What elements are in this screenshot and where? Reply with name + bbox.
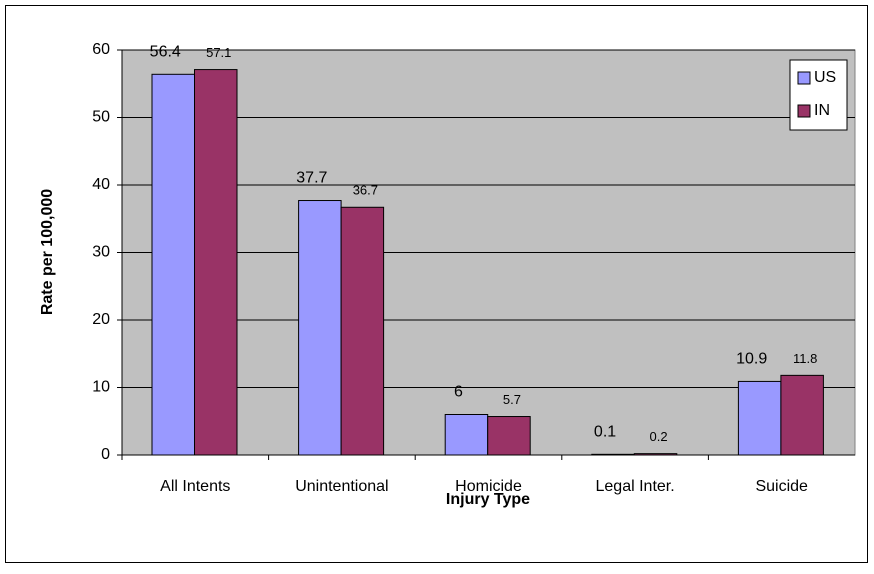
y-tick-label: 20 (92, 311, 110, 328)
bar (487, 416, 531, 456)
data-label: 57.1 (206, 45, 231, 60)
y-tick-label: 40 (92, 176, 110, 193)
bar (633, 453, 678, 456)
y-tick-label: 10 (92, 379, 110, 396)
bar (780, 374, 824, 456)
bar (194, 69, 238, 456)
legend-label: US (814, 69, 836, 86)
y-tick-label: 30 (92, 244, 110, 261)
data-label: 10.9 (736, 351, 767, 368)
bar (298, 200, 342, 456)
y-tick-label: 50 (92, 109, 110, 126)
data-label: 11.8 (793, 351, 817, 366)
x-axis-label: Injury Type (446, 491, 530, 508)
x-tick-label: Legal Inter. (596, 478, 675, 495)
legend-swatch (797, 71, 811, 85)
y-axis-label: Rate per 100,000 (39, 189, 56, 315)
data-label: 37.7 (296, 170, 327, 187)
data-label: 6 (454, 384, 463, 401)
bar (591, 453, 635, 456)
data-label: 0.1 (594, 424, 616, 441)
legend-label: IN (814, 102, 830, 119)
data-label: 0.2 (650, 429, 668, 444)
x-tick-label: Suicide (755, 478, 808, 495)
x-tick-label: Unintentional (295, 478, 388, 495)
data-label: 56.4 (150, 44, 181, 61)
bar (737, 380, 782, 456)
x-tick-label: All Intents (160, 478, 230, 495)
y-tick-label: 0 (101, 446, 110, 463)
data-label: 5.7 (503, 392, 521, 407)
bar (340, 206, 385, 456)
data-label: 36.7 (353, 183, 378, 198)
bar (151, 73, 195, 456)
y-tick-label: 60 (92, 41, 110, 58)
x-tick-label: Homicide (455, 478, 522, 495)
legend-swatch (797, 104, 811, 118)
bar (444, 414, 489, 456)
